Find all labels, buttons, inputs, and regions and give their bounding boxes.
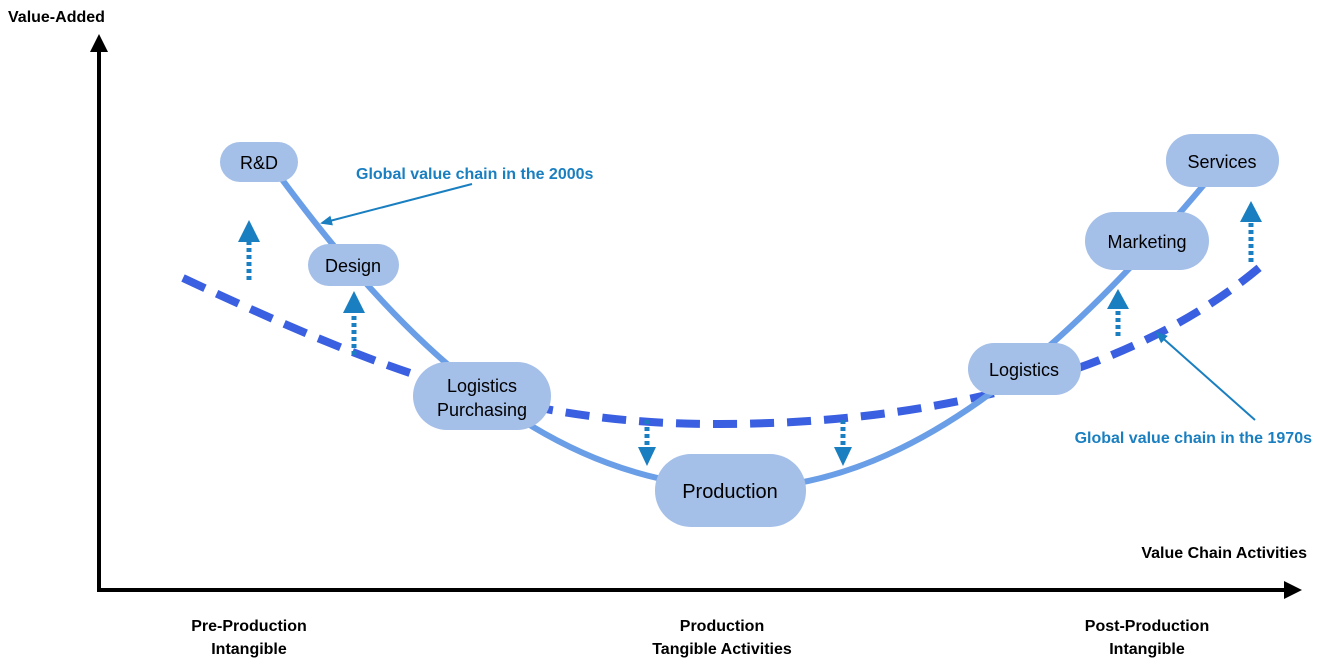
phase-production-line1: Production: [680, 618, 764, 635]
chain-2000s-pointer: [320, 183, 473, 226]
upshift-arrow: [1240, 201, 1262, 262]
upshift-arrow: [238, 220, 260, 280]
node-services-label: Services: [1187, 152, 1256, 172]
node-rd: R&D: [220, 142, 298, 182]
node-logistics-label: Logistics: [989, 360, 1059, 380]
phase-production-line2: Tangible Activities: [652, 641, 792, 658]
x-axis-arrowhead: [1284, 581, 1302, 599]
node-production: Production: [655, 454, 806, 527]
phase-post-production-line1: Post-Production: [1085, 618, 1209, 635]
node-production-label: Production: [682, 481, 778, 503]
downshift-arrow: [638, 420, 656, 466]
node-marketing-label: Marketing: [1107, 232, 1186, 252]
upshift-arrow: [1107, 289, 1129, 336]
node-services: Services: [1166, 134, 1279, 187]
x-axis-label: Value Chain Activities: [1141, 545, 1307, 562]
node-logistics-purchasing-line1: Logistics: [447, 376, 517, 396]
value-chain-1970s-curve: [181, 258, 1269, 429]
phase-pre-production-line2: Intangible: [211, 641, 287, 658]
y-axis-label: Value-Added: [8, 9, 105, 26]
node-design-label: Design: [325, 256, 381, 276]
node-logistics-purchasing: Logistics Purchasing: [413, 362, 551, 430]
node-design: Design: [308, 244, 399, 286]
upshift-arrow: [343, 291, 365, 355]
y-axis-arrowhead: [90, 34, 108, 52]
chain-1970s-pointer: [1155, 331, 1256, 421]
downshift-arrow: [834, 420, 852, 466]
node-logistics-purchasing-line2: Purchasing: [437, 400, 527, 420]
chain-2000s-label: Global value chain in the 2000s: [356, 166, 594, 183]
phase-pre-production-line1: Pre-Production: [191, 618, 307, 635]
node-rd-label: R&D: [240, 153, 278, 173]
phase-post-production-line2: Intangible: [1109, 641, 1185, 658]
chain-1970s-label: Global value chain in the 1970s: [1075, 430, 1313, 447]
node-marketing: Marketing: [1085, 212, 1209, 270]
node-logistics: Logistics: [968, 343, 1081, 395]
